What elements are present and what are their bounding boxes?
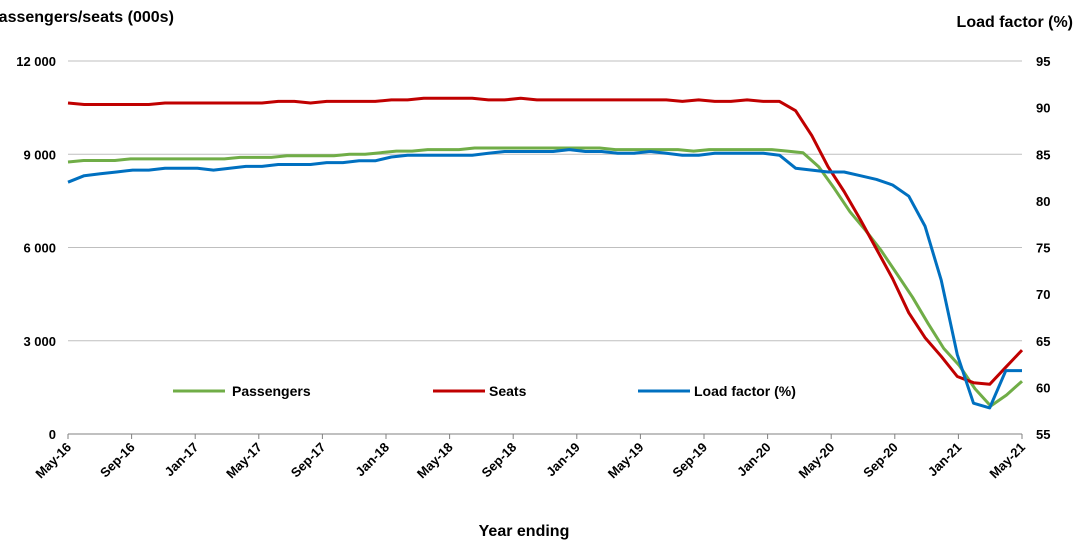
x-axis-title: Year ending xyxy=(479,523,570,540)
y-tick-label: 0 xyxy=(49,427,56,442)
y-tick-label: 12 000 xyxy=(16,54,56,69)
x-tick-label: Sep-20 xyxy=(860,440,901,481)
y2-tick-label: 75 xyxy=(1036,241,1050,256)
x-tick-label: Jan-17 xyxy=(162,440,202,480)
y2-tick-label: 80 xyxy=(1036,194,1050,209)
y2-tick-label: 85 xyxy=(1036,147,1050,162)
x-tick-label: Sep-16 xyxy=(97,440,138,481)
x-tick-label: May-19 xyxy=(605,440,647,482)
y2-tick-label: 65 xyxy=(1036,334,1050,349)
left-axis-title: Passengers/seats (000s) xyxy=(0,9,174,26)
right-axis-title: Load factor (%) xyxy=(957,14,1073,31)
gridlines xyxy=(68,60,1022,342)
x-tick-label: Jan-19 xyxy=(543,440,583,480)
y-tick-label: 6 000 xyxy=(23,241,56,256)
series-line-passengers xyxy=(67,146,1023,408)
x-tick-label: Jan-21 xyxy=(925,440,965,480)
x-tick-label: Sep-18 xyxy=(479,440,520,481)
x-tick-label: May-18 xyxy=(414,440,456,482)
series-line-load-factor xyxy=(67,148,1022,410)
y2-tick-label: 70 xyxy=(1036,287,1050,302)
right-axis-ticks: 55 60 65 70 75 80 85 90 95 xyxy=(1036,54,1050,442)
series-lines xyxy=(67,96,1024,410)
x-tick-label: May-21 xyxy=(986,440,1028,482)
y2-tick-label: 60 xyxy=(1036,380,1050,395)
x-tick-label: Sep-19 xyxy=(669,440,710,481)
x-tick-label: Sep-17 xyxy=(288,440,329,481)
x-tick-label: May-17 xyxy=(223,440,265,482)
y2-tick-label: 55 xyxy=(1036,427,1050,442)
x-tick-label: May-20 xyxy=(796,440,838,482)
y2-tick-label: 90 xyxy=(1036,101,1050,116)
legend-label-passengers: Passengers xyxy=(232,383,311,399)
series-line-seats xyxy=(67,96,1024,386)
legend-label-load-factor: Load factor (%) xyxy=(694,383,796,399)
y-tick-label: 9 000 xyxy=(23,147,56,162)
y-tick-label: 3 000 xyxy=(23,334,56,349)
y2-tick-label: 95 xyxy=(1036,54,1050,69)
x-axis-ticks: May-16 Sep-16 Jan-17 May-17 Sep-17 Jan-18 May-… xyxy=(32,434,1028,481)
legend: Passengers Seats Load factor (%) xyxy=(173,383,796,399)
x-tick-label: Jan-20 xyxy=(734,440,774,480)
x-tick-label: May-16 xyxy=(32,440,74,482)
legend-label-seats: Seats xyxy=(489,383,527,399)
left-axis-ticks: 0 3 000 6 000 9 000 12 000 xyxy=(16,54,56,442)
x-tick-label: Jan-18 xyxy=(352,440,392,480)
